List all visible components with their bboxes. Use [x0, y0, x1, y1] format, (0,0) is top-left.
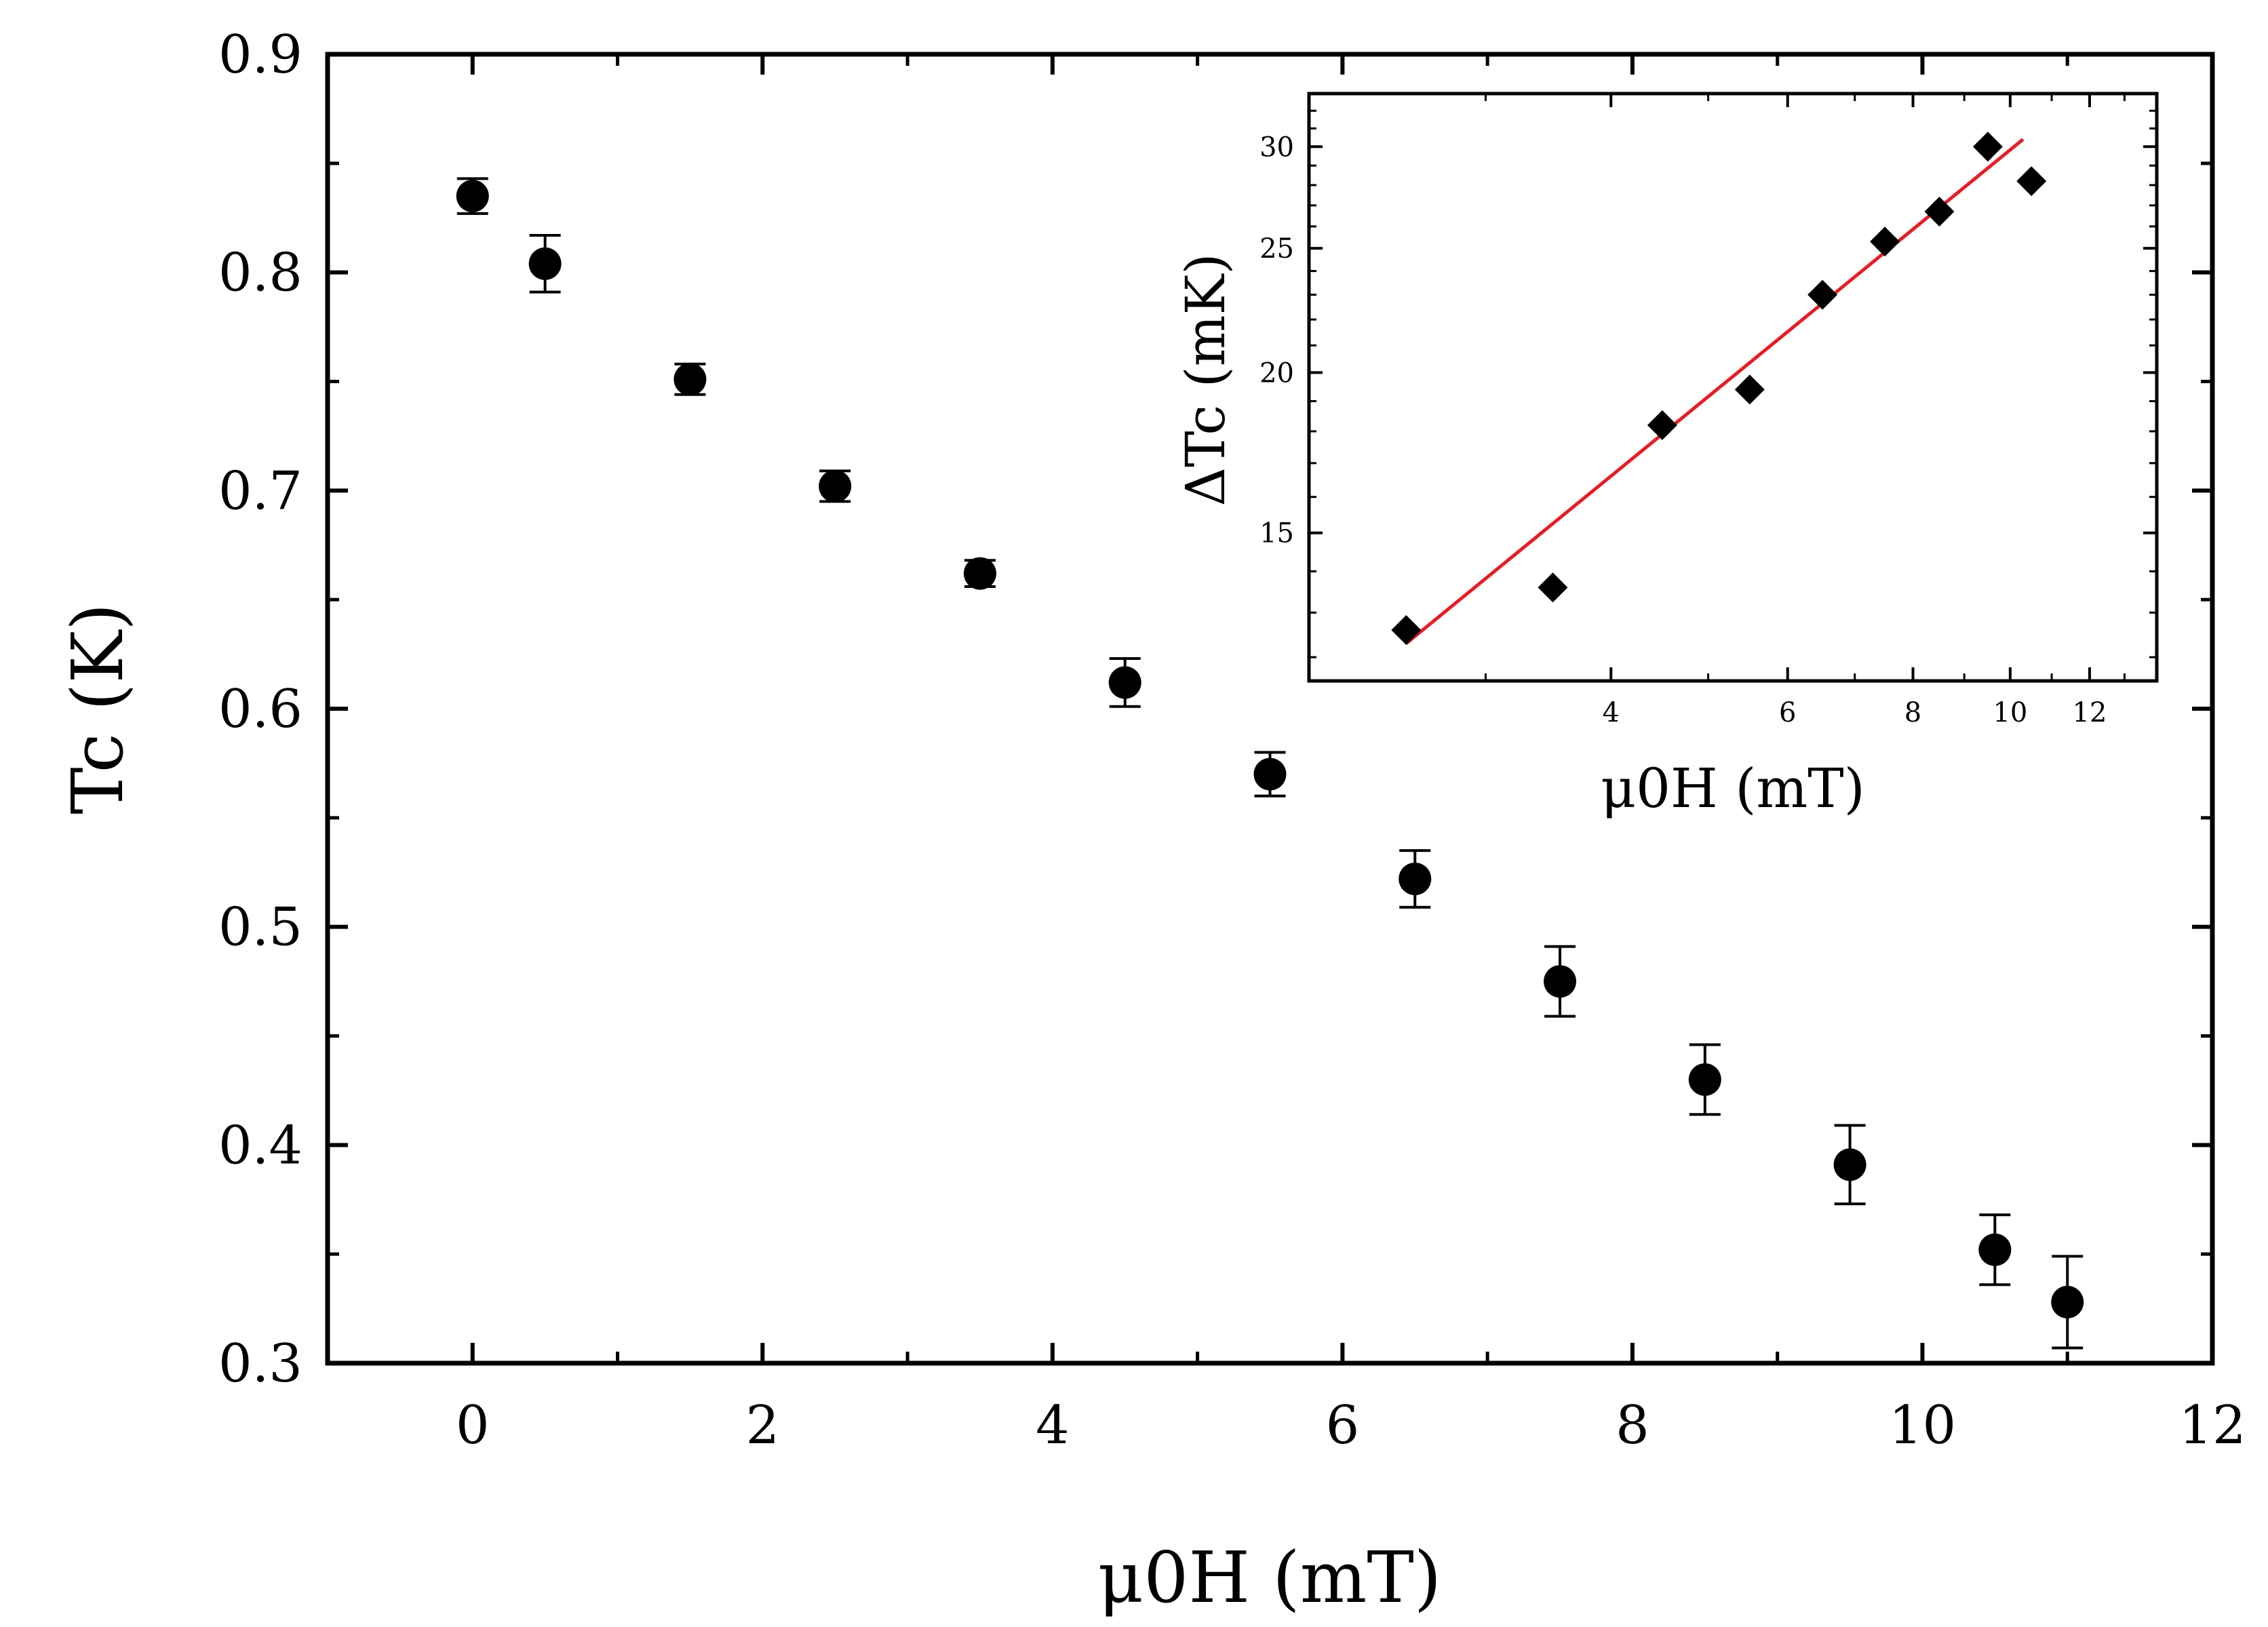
inset-chart: 4 6 8 10 12 15 20 25 30 μ0H (mT) ΔTc (mK) [1174, 92, 2159, 820]
inset-data-point [1807, 279, 1838, 310]
data-point [1108, 666, 1141, 699]
inset-x-axis-title: μ0H (mT) [1601, 757, 1865, 820]
main-x-tick-label: 0 [456, 1395, 490, 1456]
main-x-tick-label: 2 [745, 1395, 779, 1456]
data-point [2051, 1285, 2084, 1318]
fit-line [1405, 138, 2025, 645]
inset-axis-ticks: 4 6 8 10 12 15 20 25 30 [1259, 92, 2157, 728]
inset-y-axis-title: ΔTc (mK) [1174, 253, 1237, 506]
inset-data-point [1870, 227, 1900, 257]
main-x-tick-label: 8 [1616, 1395, 1649, 1456]
inset-data-point [1391, 614, 1422, 645]
data-point [819, 469, 852, 503]
data-point [528, 247, 562, 280]
data-point [456, 180, 489, 213]
main-y-tick-label: 0.4 [218, 1115, 302, 1176]
inset-plot-frame [1307, 92, 2159, 683]
main-y-tick-label: 0.7 [218, 460, 302, 522]
data-point [1688, 1063, 1721, 1096]
inset-y-tick-label: 20 [1259, 357, 1294, 389]
inset-y-tick-label: 25 [1259, 233, 1294, 264]
inset-x-tick-label: 6 [1779, 697, 1796, 728]
inset-data-point [1538, 572, 1568, 603]
inset-data-points [1391, 132, 2047, 645]
inset-data-point [2016, 166, 2047, 197]
main-error-bars [456, 177, 2084, 1350]
inset-data-point [1972, 132, 2003, 162]
inset-data-point [1647, 410, 1677, 440]
inset-x-tick-label: 12 [2073, 697, 2107, 728]
main-x-tick-label: 4 [1036, 1395, 1070, 1456]
main-x-tick-label: 10 [1889, 1395, 1956, 1456]
data-point [1978, 1233, 2012, 1266]
inset-fit-line [1405, 138, 2025, 645]
main-x-axis-title: μ0H (mT) [1098, 1536, 1442, 1619]
data-point [1253, 758, 1287, 791]
main-axis-ticks: 0 2 4 6 8 10 12 0.3 0.4 0.5 0.6 0.7 0.8 0.9 [218, 24, 2246, 1456]
main-y-tick-label: 0.6 [218, 679, 302, 740]
inset-x-tick-label: 10 [1993, 697, 2027, 728]
data-point [1399, 862, 1432, 895]
main-y-tick-label: 0.8 [218, 243, 302, 304]
inset-y-tick-label: 15 [1259, 518, 1294, 549]
data-point [1544, 965, 1577, 998]
main-x-tick-label: 12 [2178, 1395, 2246, 1456]
main-chart: 0 2 4 6 8 10 120.30.40.50.60.70.80.9 μ0H (mT) … [56, 24, 2246, 1619]
data-point [673, 363, 707, 396]
data-point [1833, 1148, 1866, 1181]
inset-x-tick-label: 4 [1603, 697, 1620, 728]
inset-data-point [1734, 374, 1765, 405]
main-x-tick-label: 6 [1326, 1395, 1360, 1456]
data-point [963, 557, 996, 590]
inset-data-point [1924, 197, 1955, 227]
main-y-tick-label: 0.3 [218, 1333, 302, 1394]
inset-y-tick-label: 30 [1259, 132, 1294, 163]
main-y-tick-label: 0.9 [218, 24, 302, 85]
main-y-tick-label: 0.5 [218, 897, 302, 958]
inset-x-tick-label: 8 [1904, 697, 1921, 728]
main-data-points [456, 180, 2084, 1318]
main-y-axis-title: Tc (K) [56, 603, 139, 814]
